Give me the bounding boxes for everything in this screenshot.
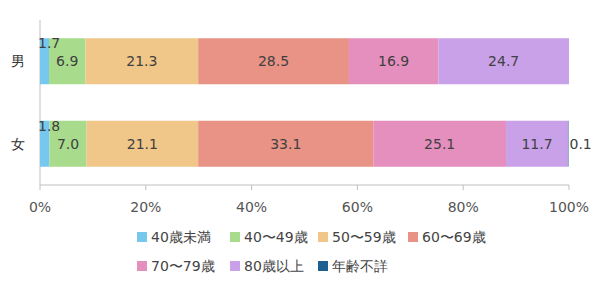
- legend-label: 50〜59歳: [332, 229, 396, 245]
- data-label: 33.1: [270, 136, 301, 152]
- x-tick: [463, 185, 464, 190]
- bar-segment: [506, 121, 568, 167]
- x-tick: [357, 185, 358, 190]
- legend-label: 80歳以上: [244, 258, 304, 274]
- legend-swatch: [137, 232, 147, 242]
- bar-segment: [349, 38, 438, 84]
- legend-item: 60〜69歳: [408, 229, 486, 245]
- data-label: 25.1: [424, 136, 455, 152]
- data-label: 16.9: [378, 53, 409, 69]
- data-label: 1.8: [38, 118, 60, 134]
- legend-item: 70〜79歳: [137, 258, 215, 274]
- chart: 0% 20% 40% 60% 80% 100% 男女 1.7 6.9 21.3 28.5 16.9 24…: [0, 0, 605, 288]
- legend-swatch: [318, 232, 328, 242]
- x-axis-line: [40, 185, 569, 186]
- data-label: 1.7: [38, 35, 60, 51]
- x-tick: [569, 185, 570, 190]
- data-label: 28.5: [258, 53, 289, 69]
- x-tick: [145, 185, 146, 190]
- legend-item: 80歳以上: [230, 258, 304, 274]
- legend-label: 60〜69歳: [422, 229, 486, 245]
- data-labels: 1.7 6.9 21.3 28.5 16.9 24.7 1.8 7.0 21.1 33.1 25.1…: [38, 35, 592, 152]
- bar-segment: [373, 121, 506, 167]
- legend-swatch: [137, 261, 147, 271]
- x-tick-label: 80%: [448, 199, 479, 215]
- x-tick-label: 40%: [236, 199, 267, 215]
- data-label: 11.7: [521, 136, 552, 152]
- legend-label: 40〜49歳: [244, 229, 308, 245]
- category-label: 女: [11, 136, 25, 152]
- bar-segment: [87, 121, 199, 167]
- bar-segment: [438, 38, 569, 84]
- legend-item: 40〜49歳: [230, 229, 308, 245]
- bar-segment: [198, 121, 373, 167]
- data-label: 6.9: [56, 53, 78, 69]
- x-tick-label: 20%: [130, 199, 161, 215]
- bar-segment: [198, 38, 349, 84]
- x-tick-label: 100%: [549, 199, 589, 215]
- data-label: 0.1: [569, 136, 591, 152]
- bars: [40, 38, 569, 167]
- legend-label: 年齢不詳: [332, 258, 388, 274]
- x-tick: [40, 185, 41, 190]
- category-label: 男: [11, 53, 25, 69]
- legend-swatch: [408, 232, 418, 242]
- legend-item: 50〜59歳: [318, 229, 396, 245]
- data-label: 24.7: [488, 53, 519, 69]
- x-tick-label: 60%: [342, 199, 373, 215]
- data-label: 21.3: [126, 53, 157, 69]
- legend-item: 40歳未満: [137, 229, 211, 245]
- legend-item: 年齢不詳: [318, 258, 388, 274]
- legend-swatch: [318, 261, 328, 271]
- legend-label: 40歳未満: [151, 229, 211, 245]
- legend-swatch: [230, 261, 240, 271]
- legend-swatch: [230, 232, 240, 242]
- bar-segment: [85, 38, 198, 84]
- legend-label: 70〜79歳: [151, 258, 215, 274]
- x-tick: [251, 185, 252, 190]
- x-tick-label: 0%: [29, 199, 51, 215]
- data-label: 7.0: [57, 136, 79, 152]
- data-label: 21.1: [127, 136, 158, 152]
